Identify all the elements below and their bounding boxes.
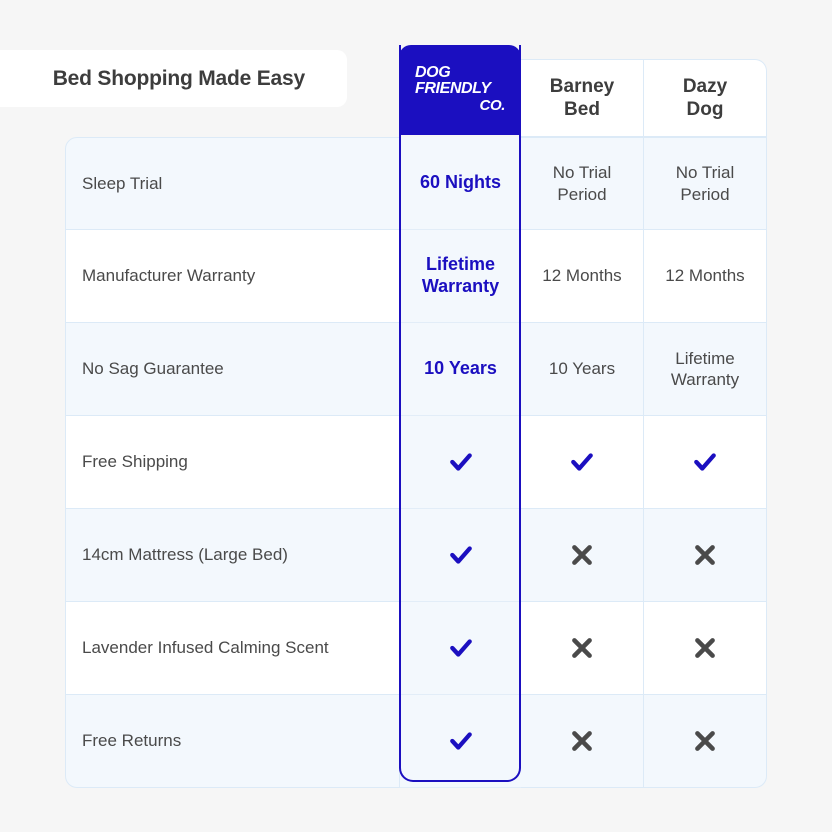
- cross-icon: [692, 542, 718, 568]
- dazy-value-cell: [644, 602, 767, 695]
- header-barney-line1: Barney: [549, 75, 615, 97]
- dazy-value-cell: Lifetime Warranty: [644, 323, 767, 416]
- cross-icon: [569, 728, 595, 754]
- check-icon: [448, 728, 474, 754]
- dazy-value-cell: No Trial Period: [644, 137, 767, 230]
- barney-value-cell: [521, 602, 644, 695]
- page-title-banner: Bed Shopping Made Easy: [0, 50, 347, 107]
- header-dazy-line1: Dazy: [682, 75, 728, 97]
- comparison-table: Barney Bed Dazy Dog Sleep Trial 60 Nights…: [65, 59, 767, 788]
- barney-value-cell: [521, 695, 644, 788]
- cross-icon: [569, 542, 595, 568]
- check-icon: [448, 635, 474, 661]
- header-cell-barney: Barney Bed: [521, 59, 644, 137]
- brand-value-cell: [400, 509, 521, 602]
- comparison-table-wrapper: Barney Bed Dazy Dog Sleep Trial 60 Nights…: [65, 45, 767, 788]
- brand-value-cell: [400, 416, 521, 509]
- brand-value-cell: [400, 602, 521, 695]
- feature-label: 14cm Mattress (Large Bed): [65, 509, 400, 602]
- check-icon: [448, 449, 474, 475]
- cross-icon: [692, 635, 718, 661]
- table-row: Free Returns: [65, 695, 767, 788]
- table-row: Sleep Trial 60 Nights No Trial Period No Tri…: [65, 137, 767, 230]
- cell-text-line: Period: [557, 184, 607, 204]
- brand-value-cell: 60 Nights: [400, 137, 521, 230]
- dazy-value-cell: 12 Months: [644, 230, 767, 323]
- feature-label: Sleep Trial: [65, 137, 400, 230]
- table-header-row: Barney Bed Dazy Dog: [65, 59, 767, 137]
- barney-value-cell: [521, 416, 644, 509]
- cross-icon: [692, 728, 718, 754]
- table-header: Barney Bed Dazy Dog: [65, 59, 767, 137]
- feature-label: No Sag Guarantee: [65, 323, 400, 416]
- brand-logo-header: DOG FRIENDLY CO.: [399, 45, 521, 135]
- check-icon: [448, 542, 474, 568]
- barney-value-cell: 12 Months: [521, 230, 644, 323]
- feature-label: Lavender Infused Calming Scent: [65, 602, 400, 695]
- barney-value-cell: 10 Years: [521, 323, 644, 416]
- cell-text-line: Warranty: [421, 276, 500, 296]
- header-cell-dazy: Dazy Dog: [644, 59, 767, 137]
- header-dazy-line2: Dog: [686, 99, 724, 120]
- brand-logo-line-dog: DOG: [415, 63, 451, 81]
- cell-text-line: Period: [680, 184, 730, 204]
- brand-value-cell: [400, 695, 521, 788]
- brand-value-cell: Lifetime Warranty: [400, 230, 521, 323]
- feature-label: Free Returns: [65, 695, 400, 788]
- feature-label: Free Shipping: [65, 416, 400, 509]
- dazy-value-cell: [644, 509, 767, 602]
- brand-logo-line-co: CO.: [479, 96, 506, 114]
- page-title: Bed Shopping Made Easy: [52, 66, 306, 90]
- check-icon: [569, 449, 595, 475]
- table-row: 14cm Mattress (Large Bed): [65, 509, 767, 602]
- barney-value-cell: [521, 509, 644, 602]
- cell-text-line: Lifetime: [675, 348, 735, 368]
- brand-logo-line-friendly: FRIENDLY: [415, 80, 491, 98]
- brand-value-cell: 10 Years: [400, 323, 521, 416]
- cell-text-line: No Trial: [552, 163, 612, 183]
- check-icon: [692, 449, 718, 475]
- table-body: Sleep Trial 60 Nights No Trial Period No Tri…: [65, 137, 767, 788]
- barney-value-cell: No Trial Period: [521, 137, 644, 230]
- table-row: Free Shipping: [65, 416, 767, 509]
- cross-icon: [569, 635, 595, 661]
- header-cell-feature: [65, 59, 400, 137]
- feature-label: Manufacturer Warranty: [65, 230, 400, 323]
- table-row: Lavender Infused Calming Scent: [65, 602, 767, 695]
- header-barney-line2: Bed: [564, 99, 600, 120]
- dazy-value-cell: [644, 695, 767, 788]
- cell-text-line: Warranty: [670, 370, 740, 389]
- dazy-value-cell: [644, 416, 767, 509]
- cell-text-line: Lifetime: [425, 254, 495, 275]
- cell-text-line: No Trial: [675, 163, 735, 183]
- table-row: No Sag Guarantee 10 Years 10 Years Lifetime…: [65, 323, 767, 416]
- table-row: Manufacturer Warranty Lifetime Warranty 12 …: [65, 230, 767, 323]
